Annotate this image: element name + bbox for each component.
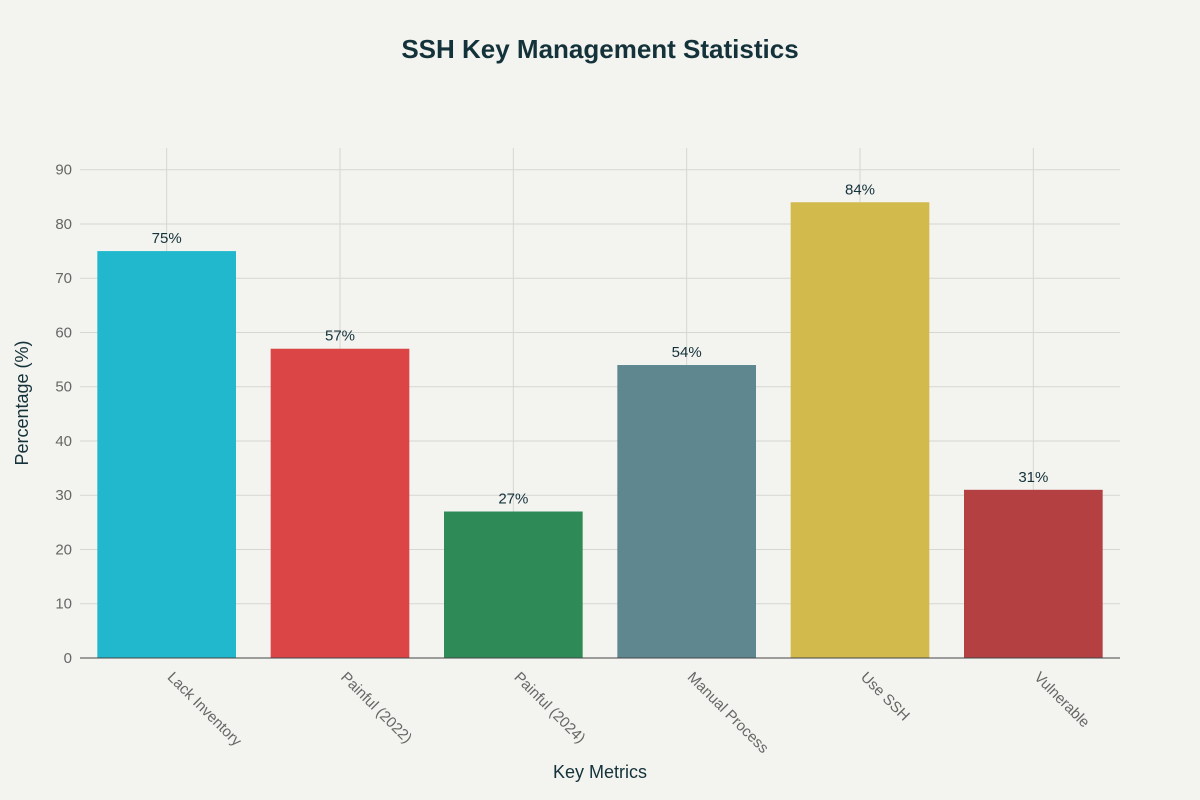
- bars: [97, 202, 1103, 659]
- x-tick-label: Vulnerable: [1031, 669, 1093, 731]
- y-axis-ticks: 0 10 20 30 40 50 60 70 80 90: [55, 162, 72, 667]
- bar-value-label: 31%: [1018, 469, 1048, 486]
- data-labels: 75% 57% 27% 54% 84% 31%: [152, 181, 1049, 507]
- x-axis-ticks: Lack Inventory Painful (2022) Painful (202…: [164, 669, 1093, 757]
- x-tick-label: Manual Process: [684, 669, 772, 757]
- bar-value-label: 84%: [845, 181, 875, 198]
- y-tick-label: 10: [55, 596, 72, 613]
- y-tick-label: 80: [55, 216, 72, 233]
- y-tick-label: 30: [55, 487, 72, 504]
- bar: [617, 365, 756, 658]
- bar: [444, 511, 583, 658]
- bar-value-label: 27%: [498, 491, 528, 508]
- y-tick-label: 0: [64, 650, 72, 667]
- bar: [790, 202, 930, 659]
- y-tick-label: 70: [55, 270, 72, 287]
- x-axis-title: Key Metrics: [553, 762, 647, 782]
- x-tick-label: Painful (2024): [511, 669, 589, 747]
- chart-title: SSH Key Management Statistics: [401, 34, 798, 64]
- bar-value-label: 54%: [672, 344, 702, 361]
- y-tick-label: 60: [55, 324, 72, 341]
- x-tick-label: Lack Inventory: [164, 669, 245, 750]
- bar: [97, 251, 236, 658]
- y-tick-label: 90: [55, 162, 72, 179]
- bar: [964, 489, 1103, 658]
- y-tick-label: 20: [55, 541, 72, 558]
- y-tick-label: 40: [55, 433, 72, 450]
- x-tick-label: Painful (2022): [337, 669, 415, 747]
- y-tick-label: 50: [55, 379, 72, 396]
- bar-value-label: 75%: [152, 230, 182, 247]
- x-tick-label: Use SSH: [857, 669, 913, 725]
- y-axis-title: Percentage (%): [12, 340, 32, 465]
- bar: [270, 348, 410, 658]
- bar-value-label: 57%: [325, 328, 355, 345]
